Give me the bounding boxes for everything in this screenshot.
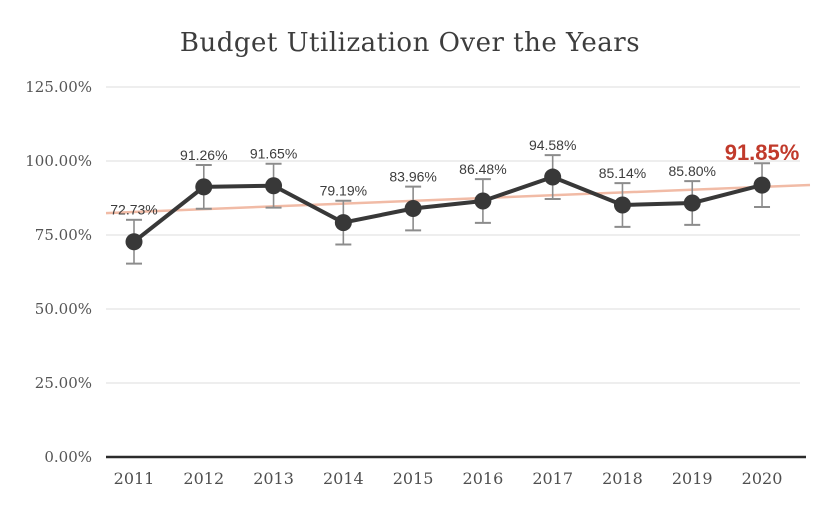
x-axis-tick-label: 2017	[532, 469, 573, 488]
y-axis-tick-label: 0.00%	[44, 448, 92, 466]
x-axis-tick-label: 2019	[672, 469, 713, 488]
data-point-label: 86.48%	[459, 161, 506, 177]
data-point-label: 83.96%	[389, 168, 436, 184]
data-point-marker	[544, 168, 562, 186]
y-axis-tick-label: 125.00%	[25, 78, 92, 96]
data-point-label: 91.65%	[250, 146, 297, 162]
data-point-label: 85.14%	[599, 165, 646, 181]
x-axis-tick-label: 2011	[114, 469, 155, 488]
data-point-label: 85.80%	[668, 163, 715, 179]
y-axis-tick-label: 50.00%	[35, 300, 92, 318]
data-point-marker	[195, 178, 213, 196]
x-axis-tick-label: 2014	[323, 469, 364, 488]
highlighted-data-label: 91.85%	[725, 140, 800, 165]
data-point-label: 72.73%	[110, 202, 157, 218]
x-axis-tick-label: 2016	[463, 469, 504, 488]
x-axis-tick-label: 2012	[183, 469, 224, 488]
x-axis-tick-label: 2013	[253, 469, 294, 488]
data-point-marker	[334, 214, 352, 232]
chart-title: Budget Utilization Over the Years	[179, 28, 641, 58]
data-point-label: 94.58%	[529, 137, 576, 153]
y-axis-tick-label: 25.00%	[35, 374, 92, 392]
data-point-marker	[474, 192, 492, 210]
data-point-marker	[613, 196, 631, 214]
data-point-marker	[753, 176, 771, 194]
data-point-label: 79.19%	[320, 183, 367, 199]
x-axis-tick-label: 2015	[393, 469, 434, 488]
data-point-label: 91.26%	[180, 147, 227, 163]
data-point-marker	[683, 194, 701, 212]
y-axis-tick-label: 75.00%	[35, 226, 92, 244]
y-axis-tick-label: 100.00%	[25, 152, 92, 170]
data-point-marker	[404, 199, 422, 217]
series-line	[132, 175, 765, 244]
data-point-marker	[265, 177, 283, 195]
x-axis-tick-label: 2018	[602, 469, 643, 488]
x-axis-tick-label: 2020	[742, 469, 783, 488]
data-point-marker	[125, 233, 143, 251]
